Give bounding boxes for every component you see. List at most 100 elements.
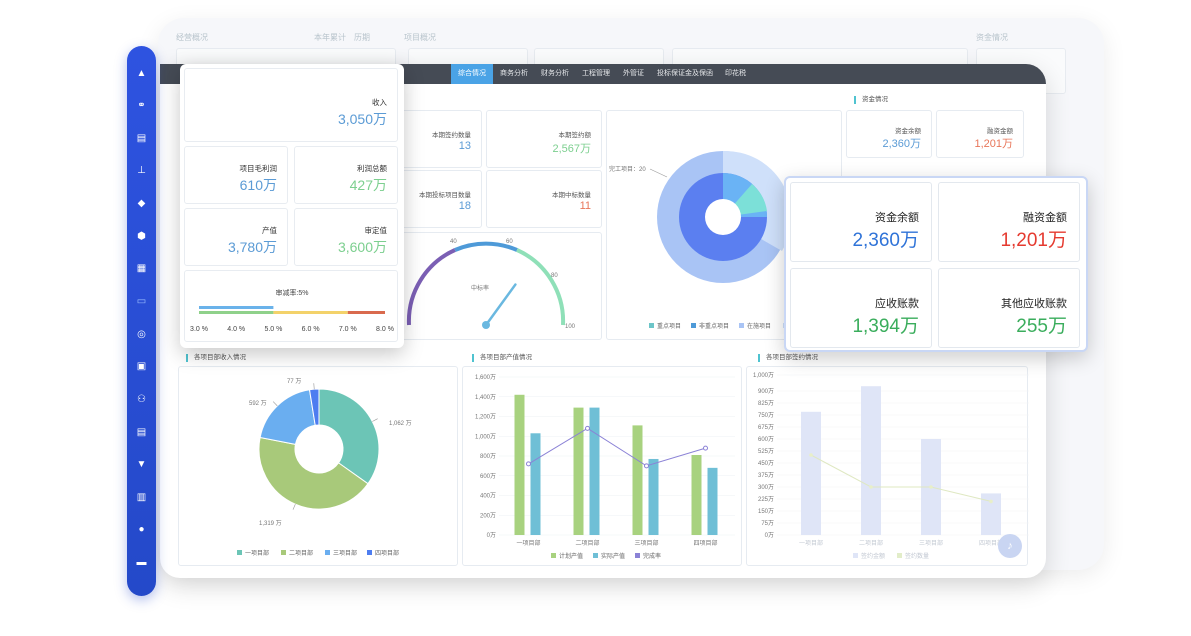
reduction-rate-bar: 审减率:5% 3.0 % 4.0 % 5.0 % 6.0 % 7.0 % 8.0 % [190,288,394,333]
form-icon[interactable]: ▣ [136,361,147,372]
receivables-value: 1,394万 [852,316,919,337]
legend-swatch [897,553,902,558]
share-icon[interactable]: ⚭ [137,100,146,111]
stat-value: 13 [458,140,471,152]
bar [632,425,643,535]
funds-small-card: 资金余额 2,360万 [846,110,932,158]
pie-slice [308,388,320,426]
left-sidebar: ▲ ⚭ ▤ ⊥ ◆ ⬢ ▦ ▭ ◎ ▣ ⚇ ▤ ▼ ▥ ● ▬ [127,46,156,596]
line-point [526,461,531,467]
ghost-title: 经营概况 [176,33,208,42]
line-point [989,499,993,504]
chat-icon[interactable]: ● [138,524,145,535]
users-icon[interactable]: ⚇ [137,394,146,405]
gauge-hub [482,321,490,329]
nav-tab-business[interactable]: 商务分析 [500,70,528,77]
line-point [644,463,649,469]
income-value: 3,050万 [337,111,387,127]
total-profit-value: 427万 [349,177,387,193]
funds-label: 资金余额 [895,128,921,135]
legend-label: 三项目部 [333,549,357,557]
home-icon[interactable]: ▲ [136,68,147,79]
line-point [585,425,590,431]
id-card-icon[interactable]: ▥ [136,492,147,503]
ghost-title: 历期 [354,33,370,42]
graduation-icon[interactable]: ▼ [136,459,147,470]
board-icon[interactable]: ▦ [136,263,147,274]
reduction-tick: 8.0 % [376,326,394,333]
y-tick-label: 825万 [758,400,774,407]
dept-output-bar-chart: 0万 200万 400万 600万 800万 1,000万 1,200万 1,400万 1,60… [475,374,735,560]
y-tick-label: 800万 [480,453,496,460]
file-icon[interactable]: ▤ [136,427,147,438]
bar [981,493,1001,535]
legend-swatch [739,323,744,328]
pie-value-label: 1,062 万 [389,420,412,427]
dept-income-card: 1,062 万 1,319 万 592 万 77 万一项目部 二项目部 三项目部 四项目部 [178,366,458,566]
pie-slice [259,389,316,445]
x-tick-label: 一项目部 [799,539,823,547]
gauge-arc-segment [406,248,456,326]
financing-small-card: 融资金额 1,201万 [936,110,1024,158]
y-tick-label: 450万 [758,460,774,467]
gauge-tick: 60 [506,239,513,245]
fund-balance-value: 2,360万 [852,230,919,251]
funds-value: 2,360万 [882,138,921,150]
x-tick-label: 三项目部 [634,539,658,547]
reduction-tick: 6.0 % [302,326,320,333]
donut-callout: 完工项目：20 [609,165,646,173]
legend-label: 完成率 [643,552,661,560]
target-icon[interactable]: ◎ [137,329,146,340]
nav-tab-finance[interactable]: 财务分析 [541,70,569,77]
project-status-donut: 完工项目：20 重点项目 非重点项目 在施项目 完工 [609,150,803,330]
other-receivables-value: 255万 [1016,316,1067,337]
nav-tab-engineering[interactable]: 工程管理 [582,70,610,77]
section-title-dept-output: 各项目部产值情况 [472,354,532,362]
monitor-icon[interactable]: ▭ [136,296,147,307]
fund-balance-label: 资金余额 [875,212,919,224]
y-tick-label: 525万 [758,448,774,455]
approved-value: 3,600万 [337,239,387,255]
cube-icon[interactable]: ◆ [137,198,146,209]
income-card: 收入 3,050万 [184,68,398,142]
financing-label: 融资金额 [1023,212,1067,224]
nav-tab-overview[interactable]: 综合情况 [451,64,493,84]
bell-icon[interactable]: ♪ [998,534,1022,558]
reduction-zone-low [199,311,274,314]
other-receivables-label: 其他应收账款 [1001,298,1067,310]
pie-callout-line [272,401,278,407]
gauge-tick: 100 [565,324,576,330]
gauge-arc-segment [516,248,566,326]
y-tick-label: 675万 [758,424,774,431]
legend-swatch [237,550,242,555]
approved-card: 审定值 3,600万 [294,208,398,266]
bar [589,407,600,535]
pie-callout-line [372,418,378,422]
other-receivables-card: 其他应收账款 255万 [938,268,1080,348]
funds-label: 融资金额 [987,128,1013,135]
nav-tab-guarantee[interactable]: 投标保证金及保函 [657,70,713,77]
dept-contract-card: 0万 75万 150万 225万 300万 375万 450万 525万 600万 675万 750… [746,366,1029,566]
legend-label: 重点项目 [657,322,681,330]
toolbox-icon[interactable]: ▬ [136,557,147,568]
legend-swatch [593,553,598,558]
y-tick-label: 300万 [758,484,774,491]
legend-label: 非重点项目 [699,322,729,330]
stat-label: 本期投标项目数量 [419,192,471,199]
x-tick-label: 三项目部 [919,539,943,547]
x-tick-label: 四项目部 [979,539,1003,547]
gauge-tick: 80 [551,273,558,279]
stat-value: 18 [458,200,471,212]
document-icon[interactable]: ▤ [136,133,147,144]
reduction-zone-mid [273,311,348,314]
stamp-icon[interactable]: ⊥ [137,165,146,176]
nav-tab-permit[interactable]: 外管证 [623,70,644,77]
nav-tab-stamp-tax[interactable]: 印花税 [725,70,746,77]
legend-label: 四项目部 [375,549,399,557]
total-profit-card: 利润总额 427万 [294,146,398,204]
badge-icon[interactable]: ⬢ [137,231,146,242]
reduction-progress [199,306,274,309]
stat-label: 本期签约数量 [432,132,471,139]
gauge-tick: 40 [450,239,457,245]
y-tick-label: 75万 [761,520,774,527]
